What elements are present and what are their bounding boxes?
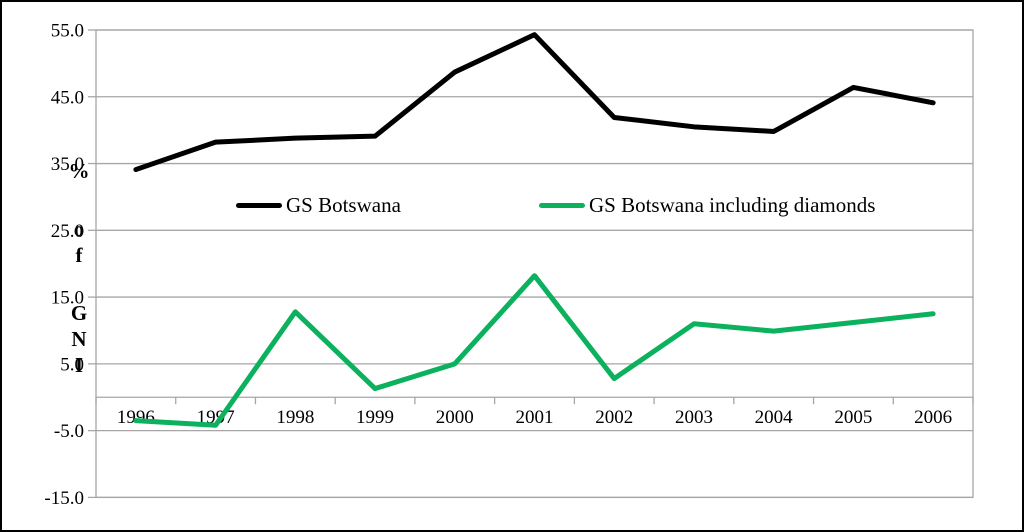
x-tick-label: 2006	[914, 407, 952, 428]
x-tick-label: 2001	[516, 407, 554, 428]
y-tick-label: 15.0	[51, 288, 84, 309]
y-tick-label: 45.0	[51, 87, 84, 108]
series-line-gs-botswana	[133, 32, 936, 173]
y-axis-title-char: f	[76, 243, 84, 267]
x-tick-label: 1998	[276, 407, 314, 428]
y-tick-label: -5.0	[54, 421, 84, 442]
y-axis-title-char: G	[71, 301, 87, 325]
y-tick-label: 25.0	[51, 221, 84, 242]
x-tick-label: 2000	[436, 407, 474, 428]
x-tick-label: 1999	[356, 407, 394, 428]
x-tick-label: 2005	[834, 407, 872, 428]
y-tick-label: 5.0	[60, 354, 84, 375]
y-tick-label: 35.0	[51, 154, 84, 175]
y-axis-title-char: I	[75, 353, 83, 377]
x-tick-label: 2003	[675, 407, 713, 428]
plot-area-border	[95, 29, 974, 499]
y-tick-label: 55.0	[51, 21, 84, 42]
y-axis-title-char: %	[69, 159, 90, 183]
y-axis-title-char: N	[71, 327, 86, 351]
x-tick-label: 2002	[595, 407, 633, 428]
x-tick-label: 2004	[755, 407, 794, 428]
series-line-gs-botswana-including-diamonds	[133, 273, 936, 428]
y-axis-title-char: o	[74, 217, 85, 241]
x-tick-label: 1996	[117, 407, 155, 428]
y-tick-label: -15.0	[44, 488, 84, 509]
